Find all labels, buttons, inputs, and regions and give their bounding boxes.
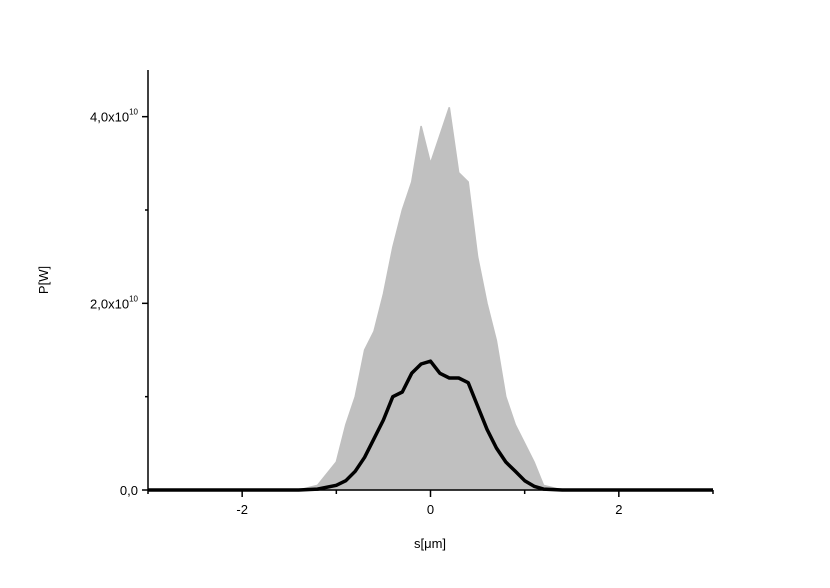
y-tick-label: 0,0 [120,483,138,498]
x-tick-label: 2 [615,502,622,517]
y-axis-label: P[W] [36,266,51,294]
mean-line [148,359,713,492]
y-tick-label-exponent: 10 [129,108,138,117]
y-tick-label: 2,0x1010 [90,294,138,311]
y-tick-label-mantissa: 0,0 [120,483,138,498]
envelope-area [148,107,713,491]
y-tick-label-mantissa: 4,0x10 [90,110,129,125]
x-axis-label: s[μm] [414,536,446,551]
y-tick-label-exponent: 10 [129,294,138,303]
y-tick-label: 4,0x1010 [90,108,138,125]
x-tick-label: 0 [427,502,434,517]
y-tick-label-mantissa: 2,0x10 [90,296,129,311]
x-tick-label: -2 [236,502,248,517]
